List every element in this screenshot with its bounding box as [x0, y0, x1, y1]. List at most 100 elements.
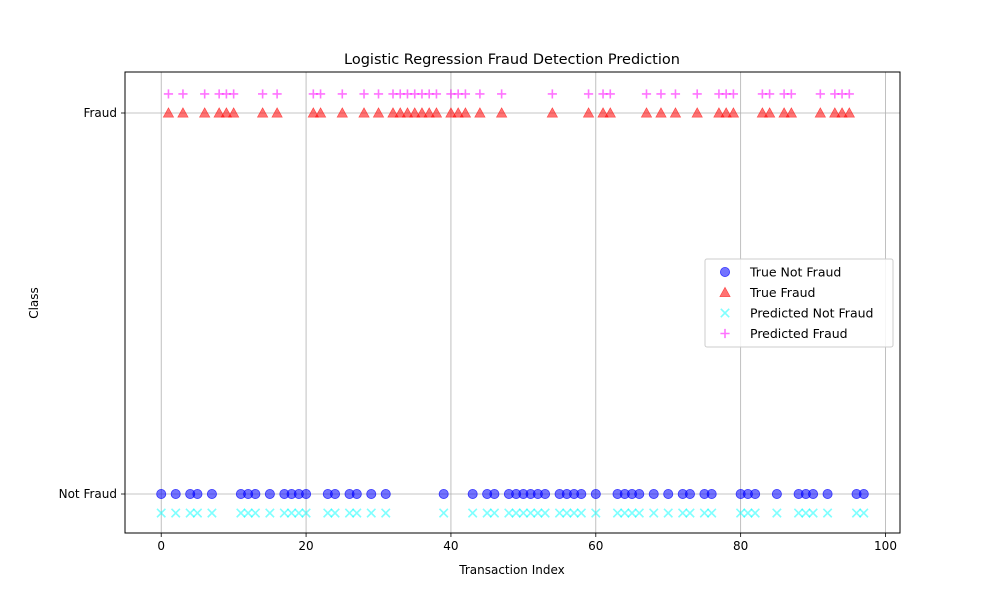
data-point: [337, 89, 347, 99]
data-point: [656, 89, 666, 99]
data-point: [663, 488, 674, 499]
data-point: [562, 508, 572, 518]
data-point: [387, 107, 399, 118]
data-point: [685, 508, 695, 518]
data-point: [265, 508, 275, 518]
data-point: [547, 89, 557, 99]
data-point: [475, 89, 485, 99]
data-point: [605, 89, 615, 99]
data-point: [815, 89, 825, 99]
data-point: [583, 89, 594, 99]
data-point: [772, 508, 782, 518]
data-point: [677, 508, 688, 518]
data-point: [366, 508, 377, 518]
data-point: [713, 107, 725, 118]
data-point: [669, 107, 682, 118]
data-point: [620, 508, 630, 518]
data-point: [576, 508, 587, 518]
legend-label: True Not Fraud: [749, 265, 841, 280]
data-point: [301, 488, 312, 499]
data-point: [627, 508, 637, 518]
data-point: [554, 508, 565, 518]
data-point: [198, 107, 211, 118]
data-point: [438, 488, 449, 499]
data-point: [735, 508, 746, 518]
data-point: [597, 107, 609, 118]
data-point: [163, 89, 174, 99]
data-point: [844, 89, 854, 99]
data-point: [271, 107, 283, 118]
data-point: [569, 508, 579, 518]
x-tick-label: 0: [157, 539, 165, 553]
data-point: [460, 89, 471, 99]
data-point: [250, 488, 261, 499]
x-axis-label: Transaction Index: [458, 563, 565, 577]
data-point: [540, 488, 551, 499]
data-point: [372, 107, 385, 118]
data-point: [213, 107, 225, 118]
y-tick-label: Fraud: [83, 106, 117, 120]
axis-ticks: 0 20 40 60 80 100 Not Fraud Fraud: [59, 106, 897, 553]
data-point: [765, 89, 775, 99]
data-point: [750, 508, 760, 518]
data-point: [423, 107, 435, 118]
data-point: [359, 89, 369, 99]
data-point: [814, 107, 827, 118]
data-point: [243, 508, 253, 518]
data-point: [314, 107, 327, 118]
data-point: [489, 508, 500, 518]
data-point: [200, 89, 210, 99]
data-point: [431, 89, 442, 99]
data-point: [771, 488, 782, 499]
data-point: [706, 508, 717, 518]
data-point: [540, 508, 550, 518]
data-point: [330, 488, 341, 499]
chart-title: Logistic Regression Fraud Detection Pred…: [344, 52, 680, 68]
data-point: [279, 508, 290, 518]
data-point: [307, 107, 320, 118]
data-point: [401, 107, 414, 118]
data-point: [829, 107, 841, 118]
legend-marker: [720, 328, 730, 339]
data-point: [822, 508, 833, 518]
legend-marker: [719, 286, 731, 297]
plot-area-frame: [124, 71, 901, 534]
data-point: [706, 488, 717, 499]
data-point: [663, 508, 673, 518]
data-point: [699, 508, 710, 518]
data-point: [438, 508, 449, 518]
data-point: [670, 89, 681, 99]
data-point: [220, 107, 233, 118]
data-point: [227, 107, 240, 118]
data-point: [728, 89, 739, 99]
data-point: [467, 508, 478, 518]
data-point: [727, 107, 740, 118]
data-point: [684, 488, 695, 499]
data-point: [380, 488, 391, 499]
data-point: [380, 508, 391, 518]
data-point: [177, 107, 189, 118]
data-point: [648, 508, 659, 518]
data-point: [785, 107, 798, 118]
data-point: [822, 488, 833, 499]
legend-marker: [720, 266, 731, 277]
series-true-fraud: [162, 107, 856, 118]
data-point: [170, 488, 181, 499]
data-point: [416, 107, 428, 118]
data-point: [634, 488, 645, 499]
data-point: [489, 488, 500, 499]
data-point: [467, 488, 478, 499]
series-predicted-not-fraud: [156, 508, 869, 518]
data-point: [591, 508, 601, 518]
data-points: [156, 89, 869, 518]
data-point: [352, 508, 362, 518]
data-point: [801, 508, 811, 518]
data-point: [162, 107, 175, 118]
data-point: [750, 488, 761, 499]
data-point: [655, 107, 667, 118]
data-point: [344, 508, 355, 518]
data-point: [482, 508, 492, 518]
y-axis-label: Class: [27, 287, 41, 319]
series-predicted-fraud: [163, 89, 854, 99]
